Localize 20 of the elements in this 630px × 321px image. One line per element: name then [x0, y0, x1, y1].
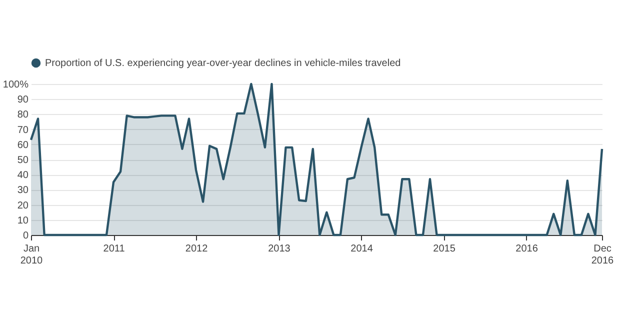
y-tick-label: 70 [17, 124, 29, 136]
y-tick-label: 20 [17, 200, 29, 212]
x-tick-label: 2012 [185, 244, 208, 254]
y-tick-label: 60 [17, 140, 29, 151]
y-tick-label: 90 [17, 94, 29, 106]
y-tick-label: 0 [22, 230, 29, 242]
x-tick-label: 2011 [103, 244, 126, 254]
y-tick-label: 40 [17, 170, 29, 182]
legend-label: Proportion of U.S. experiencing year-over-year declines in vehicle-miles traveled [45, 58, 401, 69]
x-tick-label: 2013 [268, 244, 291, 254]
y-tick-label: 100% [2, 80, 29, 90]
x-tick-label: 2014 [350, 244, 374, 254]
y-tick-label: 50 [17, 155, 29, 166]
y-tick-label: 30 [17, 185, 29, 196]
x-tick-label: Jan 2010 [20, 244, 44, 266]
y-tick-label: 80 [17, 110, 29, 121]
x-tick-label: Dec 2016 [591, 244, 614, 266]
x-tick-label: 2016 [516, 244, 538, 254]
y-tick-label: 10 [17, 215, 29, 226]
x-tick-label: 2015 [433, 244, 456, 254]
